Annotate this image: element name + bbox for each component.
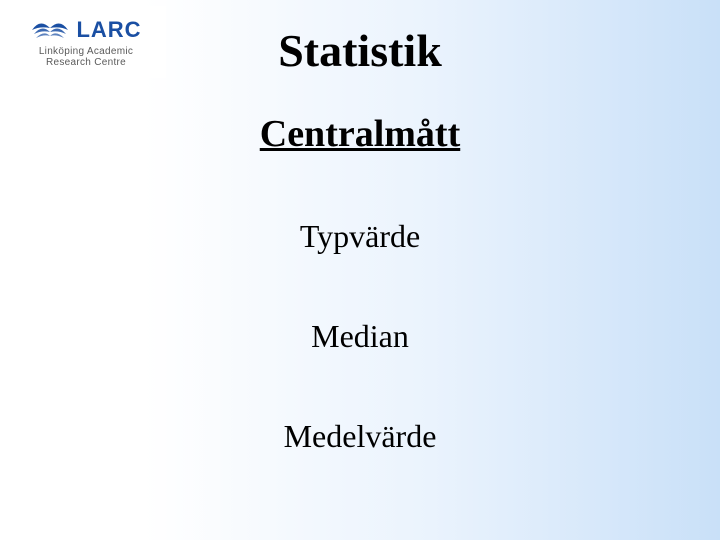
slide-title: Statistik	[0, 24, 720, 77]
list-item: Median	[0, 318, 720, 355]
list-item: Medelvärde	[0, 418, 720, 455]
list-item: Typvärde	[0, 218, 720, 255]
slide-subtitle: Centralmått	[0, 112, 720, 156]
